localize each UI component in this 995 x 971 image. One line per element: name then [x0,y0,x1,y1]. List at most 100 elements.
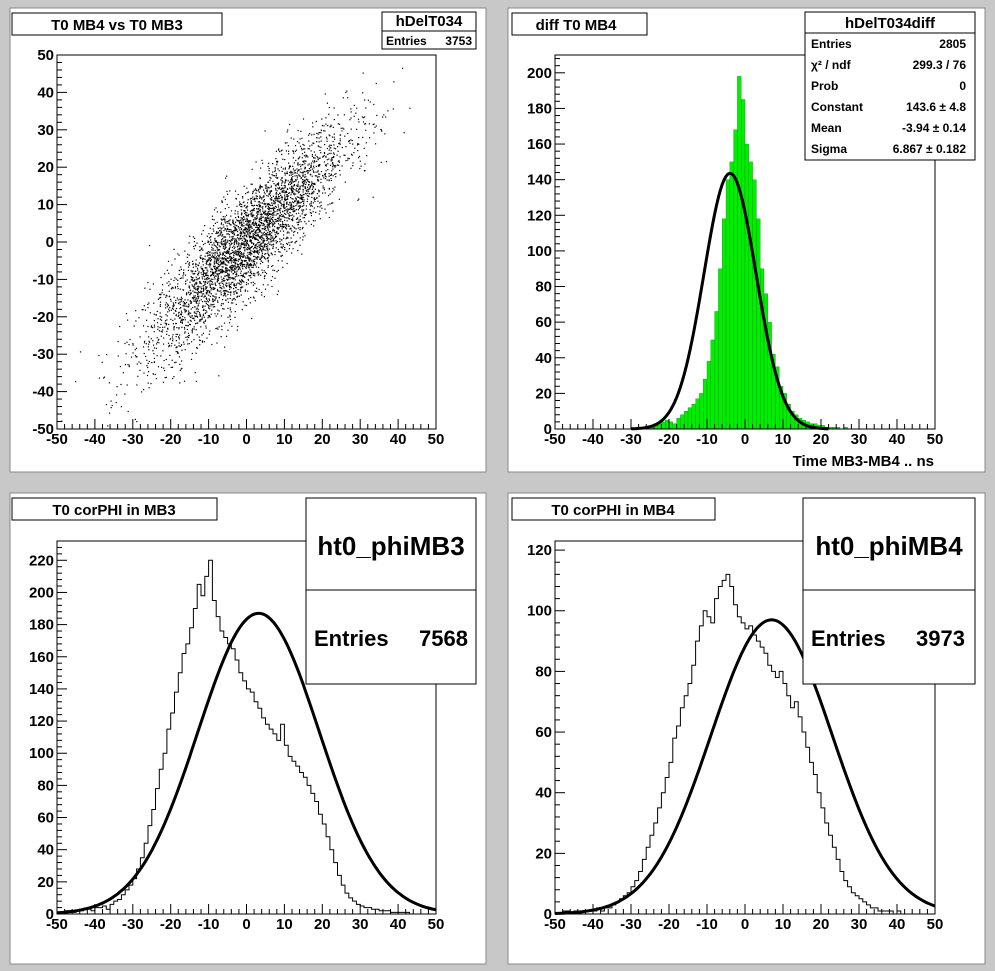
scatter-point [223,280,225,282]
scatter-axes: -50 -40 -30 -20 -10 0 10 20 30 40 50-50-40-30-20-1… [32,47,444,448]
scatter-point [218,249,220,251]
scatter-point [227,251,229,253]
scatter-point [215,261,217,263]
scatter-point [229,316,231,318]
scatter-point [259,188,261,190]
scatter-point [212,283,214,285]
scatter-point [240,244,242,246]
scatter-point [252,284,254,286]
scatter-point [206,272,208,274]
scatter-point [289,183,292,185]
scatter-point [277,248,279,251]
scatter-point [255,221,257,223]
scatter-point [197,298,199,300]
scatter-point [318,173,320,175]
scatter-point [222,266,224,268]
scatter-point [249,269,251,271]
mb3-title: T0 corPHI in MB3 [52,502,175,519]
scatter-point [262,206,264,208]
scatter-point [275,214,277,216]
scatter-point [195,289,197,291]
scatter-point [302,118,305,120]
scatter-point [258,220,260,222]
scatter-point [256,208,258,210]
scatter-point [296,202,299,204]
scatter-point [200,286,202,288]
scatter-point [276,198,278,200]
scatter-point [172,334,174,336]
scatter-point [278,251,280,253]
scatter-point [249,210,251,212]
scatter-point [333,119,335,121]
scatter-point [298,175,300,177]
scatter-point [222,270,225,272]
scatter-point [202,270,204,272]
scatter-point [229,224,231,226]
scatter-point [393,81,395,83]
scatter-point [323,161,326,163]
scatter-point [259,196,261,198]
scatter-point [275,185,277,187]
scatter-point [217,309,219,311]
scatter-point [255,197,257,199]
scatter-point [245,267,247,269]
scatter-point [292,219,294,221]
scatter-point [257,190,259,192]
scatter-point [222,254,224,256]
scatter-point [216,247,218,249]
scatter-point [277,228,279,230]
scatter-point [272,239,274,241]
scatter-point [301,157,303,159]
scatter-point [312,187,314,189]
scatter-point [263,270,265,272]
scatter-point [284,167,286,169]
scatter-point [266,257,268,260]
scatter-point [196,307,198,309]
scatter-point [281,180,283,182]
scatter-point [186,325,188,327]
scatter-point [310,162,313,164]
scatter-point [252,196,254,198]
scatter-point [271,174,273,176]
scatter-point [184,328,186,330]
scatter-point [245,227,247,229]
scatter-point [328,195,330,197]
scatter-point [303,170,305,172]
scatter-point [272,208,274,210]
scatter-point [228,282,230,284]
scatter-point [259,258,261,260]
scatter-point [193,339,195,341]
scatter-point [360,165,362,167]
scatter-point [187,260,189,263]
scatter-point [302,209,304,211]
scatter-point [270,218,273,220]
scatter-point [298,157,300,159]
scatter-point [252,259,254,261]
scatter-point [260,218,262,220]
scatter-point [248,224,250,226]
scatter-point [290,208,292,210]
scatter-point [142,346,145,348]
scatter-point [319,149,321,151]
scatter-point [235,290,237,292]
scatter-point [248,226,250,228]
scatter-point [320,181,322,184]
scatter-point [178,327,180,329]
scatter-point [194,306,196,308]
scatter-point [316,160,318,162]
scatter-point [245,215,247,217]
scatter-point [271,240,273,242]
diff-xtick-label: -30 [620,431,642,448]
scatter-point [201,301,204,303]
scatter-point [173,305,175,307]
scatter-point [224,228,227,230]
diff-bar [714,311,719,430]
scatter-point [156,310,158,312]
diff-stat-value: 299.3 / 76 [913,58,967,72]
scatter-point [273,210,275,212]
scatter-point [238,267,241,269]
scatter-point [230,265,232,267]
scatter-point [128,366,130,368]
scatter-point [254,255,256,258]
scatter-point [202,314,204,317]
